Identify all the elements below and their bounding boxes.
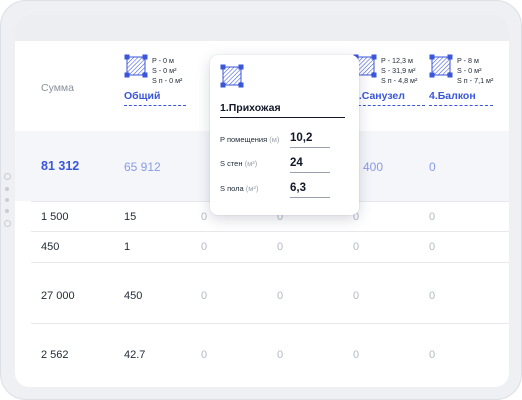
sum-balcony: 0 <box>429 160 436 174</box>
row-cell: 0 <box>353 290 360 302</box>
room-perimeter: P - 8 м <box>457 56 479 65</box>
room-name-link[interactable]: Общий <box>124 90 186 106</box>
room-name-link[interactable]: 3.Санузел <box>353 90 425 106</box>
row-cell: 0 <box>277 211 284 223</box>
room-plan-icon <box>429 54 453 78</box>
sum-general: 65 912 <box>124 160 161 174</box>
room-area: S - 31,9 м² <box>381 66 416 75</box>
row-cell: 0 <box>429 290 436 302</box>
row-cell: 0 <box>353 241 360 253</box>
room-floor-area: S п - 0 м² <box>152 76 183 85</box>
top-bar <box>15 15 509 41</box>
row-cell: 0 <box>353 211 360 223</box>
row-general: 1 <box>124 241 131 253</box>
row-cell: 0 <box>429 241 436 253</box>
floor-area-input[interactable]: 6,3 <box>290 182 330 198</box>
room-floor-area: S п - 7,1 м² <box>457 76 494 85</box>
room-area: S - 0 м² <box>152 66 177 75</box>
row-general: 42.7 <box>124 349 146 361</box>
row-cell: 0 <box>429 349 436 361</box>
row-sum: 27 000 <box>41 290 75 302</box>
room-header-bathroom[interactable]: P - 12,3 м S - 31,9 м² S п - 4,8 м² 3.Са… <box>353 54 429 110</box>
room-header-general[interactable]: P - 0 м S - 0 м² S п - 0 м² Общий <box>124 54 200 110</box>
room-plan-icon <box>124 54 148 78</box>
popup-title: 1.Прихожая <box>220 102 345 118</box>
row-sum: 2 562 <box>41 349 69 361</box>
row-general: 450 <box>124 290 143 302</box>
row-cell: 0 <box>353 349 360 361</box>
room-area: S - 0 м² <box>457 66 482 75</box>
row-cell: 0 <box>201 241 208 253</box>
row-sum: 1 500 <box>41 211 69 223</box>
row-cell: 0 <box>201 211 208 223</box>
sum-total: 81 312 <box>41 159 80 173</box>
floor-area-label: S пола (м²) <box>220 184 259 193</box>
room-header-balcony[interactable]: P - 8 м S - 0 м² S п - 7,1 м² 4.Балкон <box>429 54 505 110</box>
room-floor-area: S п - 4,8 м² <box>381 76 418 85</box>
perimeter-label: P помещения (м) <box>220 135 280 144</box>
bezel-dots <box>4 173 13 234</box>
room-edit-popup: 1.Прихожая P помещения (м) 10,2 S стен (… <box>210 55 359 215</box>
screen: Сумма P - 0 м S - 0 м² S п - 0 м² Общий … <box>15 15 509 387</box>
row-sum: 450 <box>41 241 60 253</box>
sum-column-header: Сумма <box>41 82 74 94</box>
row-cell: 0 <box>429 211 436 223</box>
row-general: 15 <box>124 211 137 223</box>
row-cell: 0 <box>277 241 284 253</box>
wall-area-input[interactable]: 24 <box>290 157 330 173</box>
row-cell: 0 <box>201 349 208 361</box>
sum-bathroom: 1 400 <box>353 160 384 174</box>
perimeter-input[interactable]: 10,2 <box>290 132 330 148</box>
row-divider <box>31 323 509 324</box>
row-cell: 0 <box>277 349 284 361</box>
row-divider <box>31 262 509 263</box>
room-perimeter: P - 0 м <box>152 56 174 65</box>
row-cell: 0 <box>201 290 208 302</box>
room-plan-icon <box>220 64 244 88</box>
row-divider <box>31 231 509 232</box>
room-perimeter: P - 12,3 м <box>381 56 413 65</box>
row-cell: 0 <box>277 290 284 302</box>
wall-area-label: S стен (м²) <box>220 159 258 168</box>
room-name-link[interactable]: 4.Балкон <box>429 90 493 106</box>
